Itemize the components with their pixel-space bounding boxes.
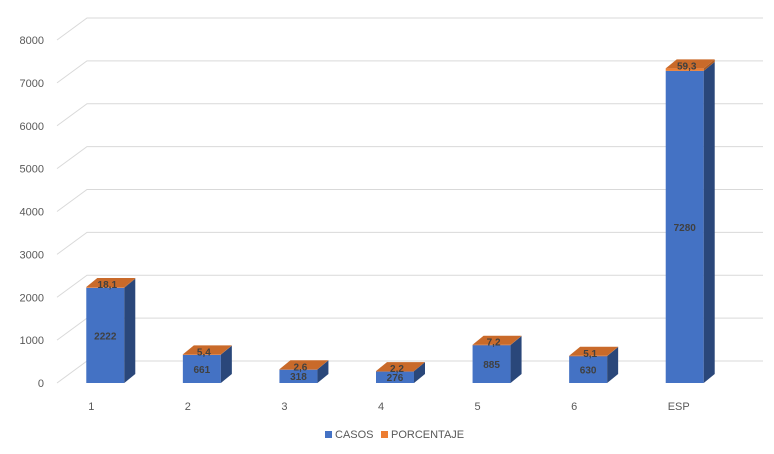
legend-label-porcentaje: PORCENTAJE xyxy=(391,429,464,441)
data-label-porcentaje: 18,1 xyxy=(98,280,118,291)
bar-porcentaje-side xyxy=(220,345,232,355)
bar-casos-side xyxy=(220,345,232,383)
bar-casos xyxy=(665,70,704,384)
bar-top xyxy=(376,362,425,372)
y-tick-label: 5000 xyxy=(20,164,44,176)
bar-casos-side xyxy=(317,360,329,383)
bar-porcentaje xyxy=(86,286,125,288)
bar-casos xyxy=(569,355,608,383)
bar-top xyxy=(569,346,619,356)
bar-porcentaje xyxy=(279,369,318,370)
x-tick-label: 6 xyxy=(571,401,577,413)
bar-casos-side xyxy=(510,336,522,383)
data-label-porcentaje: 7,2 xyxy=(487,338,501,349)
x-tick-label: 3 xyxy=(281,401,287,413)
data-label-casos: 661 xyxy=(194,365,211,376)
y-tick-label: 6000 xyxy=(20,121,44,133)
bar-group: 7280 59,3 xyxy=(665,59,715,384)
x-tick-label: 4 xyxy=(378,401,384,413)
data-label-porcentaje: 2,2 xyxy=(390,364,404,375)
x-tick-label: 1 xyxy=(88,401,94,413)
bar-porcentaje xyxy=(569,355,608,357)
y-tick-label: 2000 xyxy=(20,292,44,304)
bar-porcentaje xyxy=(472,344,511,346)
bar-group: 885 7,2 xyxy=(472,335,522,383)
y-tick-label: 1000 xyxy=(20,335,44,347)
bar-group: 661 5,4 xyxy=(182,345,232,383)
gridline xyxy=(56,231,763,255)
bar-top xyxy=(86,277,136,287)
data-label-casos: 885 xyxy=(483,360,500,371)
bar-casos xyxy=(376,371,414,383)
bar-casos-side xyxy=(124,278,136,383)
bar-casos xyxy=(472,345,511,383)
gridline xyxy=(56,17,763,41)
gridline xyxy=(56,274,763,298)
bar-porcentaje xyxy=(665,68,704,71)
y-tick-label: 0 xyxy=(38,378,44,390)
gridline xyxy=(56,60,763,84)
data-label-casos: 7280 xyxy=(674,223,697,234)
data-label-casos: 2222 xyxy=(94,331,117,342)
gridline xyxy=(56,189,763,212)
legend-swatch-porcentaje xyxy=(381,431,388,438)
x-axis: 1 2 3 4 5 6 ESP xyxy=(88,401,689,413)
bar-casos xyxy=(182,354,221,383)
legend: CASOS PORCENTAJE xyxy=(325,429,464,441)
data-label-porcentaje: 59,3 xyxy=(677,61,697,72)
gridline xyxy=(56,103,763,127)
bar-porcentaje xyxy=(376,371,414,372)
data-label-porcentaje: 2,6 xyxy=(293,362,307,373)
bar-porcentaje-side xyxy=(607,346,619,356)
data-label-porcentaje: 5,1 xyxy=(583,349,597,360)
y-axis: 0 1000 2000 3000 4000 5000 6000 7000 8000 xyxy=(20,35,44,390)
gridline xyxy=(56,146,763,170)
data-label-casos: 276 xyxy=(387,373,404,384)
bar-porcentaje-side xyxy=(703,59,715,71)
bar-casos-side xyxy=(414,362,425,383)
bar-top xyxy=(472,335,522,345)
data-label-casos: 318 xyxy=(290,372,307,383)
y-tick-label: 8000 xyxy=(20,35,44,47)
bar-casos xyxy=(279,369,318,383)
y-tick-label: 3000 xyxy=(20,249,44,261)
bar-casos-side xyxy=(607,346,619,383)
bar-porcentaje xyxy=(182,354,221,355)
x-tick-label: 5 xyxy=(475,401,481,413)
bar-top xyxy=(182,345,232,355)
legend-swatch-casos xyxy=(325,431,332,438)
bar-porcentaje-side xyxy=(510,335,522,346)
legend-label-casos: CASOS xyxy=(335,429,374,441)
y-tick-label: 7000 xyxy=(20,78,44,90)
gridline xyxy=(56,317,763,341)
gridlines xyxy=(56,17,763,384)
data-label-casos: 630 xyxy=(580,365,597,376)
bar-group: 2222 18,1 xyxy=(86,277,136,383)
bar-casos-side xyxy=(703,61,715,384)
bar-porcentaje-side xyxy=(317,360,329,370)
x-tick-label: ESP xyxy=(668,401,690,413)
bar-top xyxy=(279,360,329,370)
y-tick-label: 4000 xyxy=(20,207,44,219)
data-label-porcentaje: 5,4 xyxy=(197,347,211,358)
x-tick-label: 2 xyxy=(185,401,191,413)
bar-porcentaje-side xyxy=(414,362,425,372)
bar-top xyxy=(665,59,715,69)
bar-casos xyxy=(86,287,125,383)
bar-porcentaje-side xyxy=(124,277,136,288)
